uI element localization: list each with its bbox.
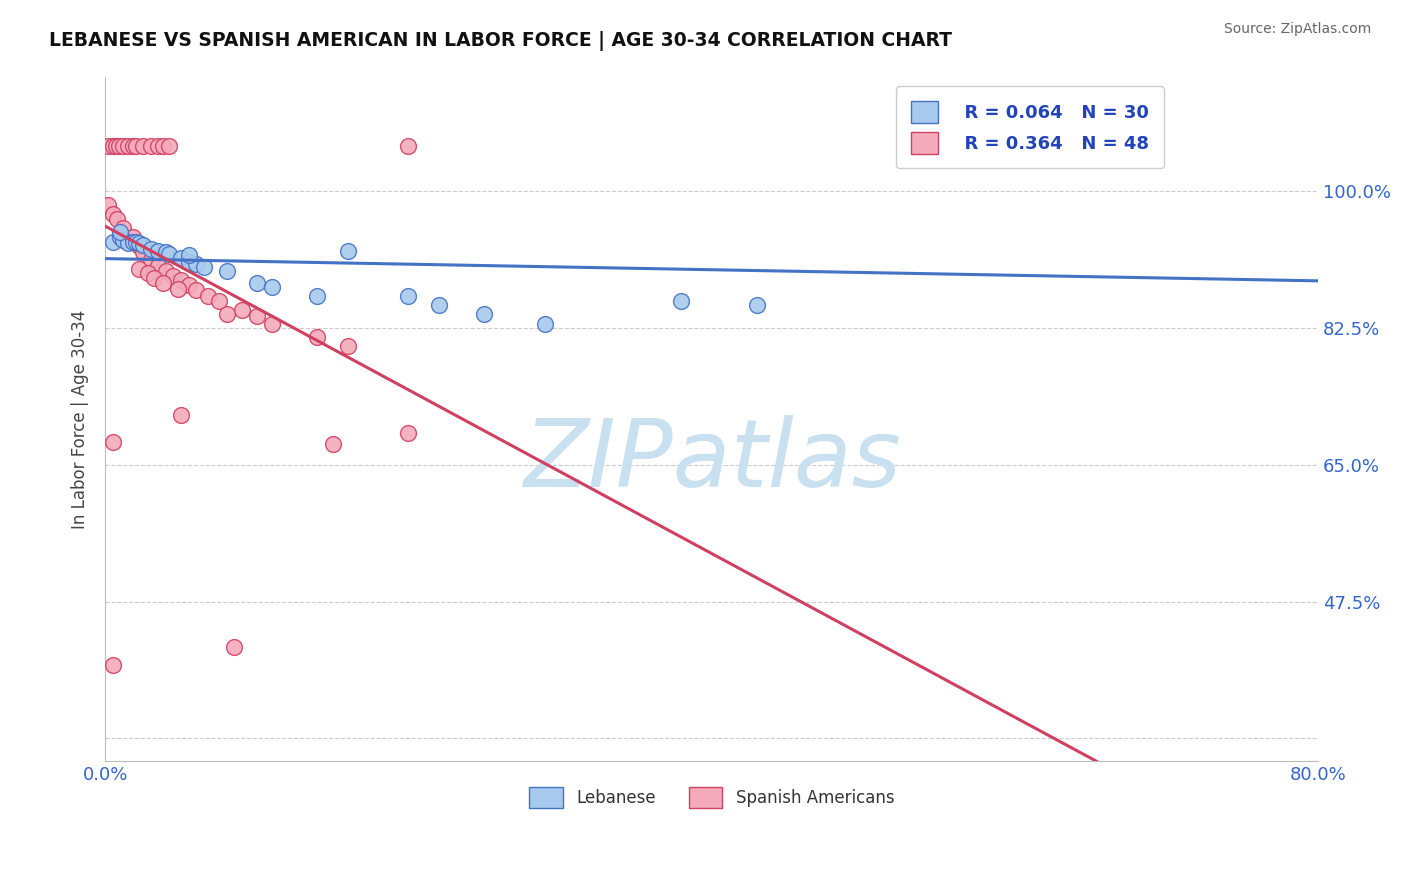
Point: [121, 235, 143, 249]
Legend: Lebanese, Spanish Americans: Lebanese, Spanish Americans: [523, 780, 901, 814]
Point: [170, 251, 193, 265]
Point: [215, 263, 238, 277]
Point: [112, 138, 135, 153]
Point: [307, 330, 329, 344]
Point: [186, 283, 208, 297]
Point: [157, 138, 180, 153]
Point: [132, 238, 155, 252]
Point: [307, 289, 329, 303]
Point: [110, 230, 132, 244]
Point: [121, 230, 143, 244]
Point: [988, 138, 1011, 153]
Point: [193, 260, 215, 274]
Point: [534, 317, 557, 331]
Point: [132, 245, 155, 260]
Point: [177, 278, 200, 293]
Point: [170, 273, 193, 287]
Point: [336, 244, 359, 258]
Point: [222, 640, 245, 654]
Y-axis label: In Labor Force | Age 30-34: In Labor Force | Age 30-34: [72, 310, 89, 529]
Point: [398, 425, 420, 440]
Point: [104, 138, 127, 153]
Point: [215, 308, 238, 322]
Text: ZIPatlas: ZIPatlas: [523, 415, 901, 506]
Point: [148, 138, 170, 153]
Point: [139, 242, 162, 256]
Point: [128, 236, 150, 251]
Point: [336, 339, 359, 353]
Point: [136, 267, 159, 281]
Point: [186, 257, 208, 271]
Point: [124, 235, 146, 249]
Point: [128, 239, 150, 253]
Point: [101, 207, 124, 221]
Point: [117, 236, 139, 251]
Point: [121, 138, 143, 153]
Point: [101, 435, 124, 450]
Point: [155, 245, 177, 260]
Point: [152, 138, 174, 153]
Point: [260, 280, 283, 294]
Point: [105, 211, 128, 226]
Point: [231, 302, 253, 317]
Point: [110, 226, 132, 240]
Point: [101, 138, 124, 153]
Point: [139, 138, 162, 153]
Point: [101, 658, 124, 673]
Point: [128, 261, 150, 276]
Point: [197, 289, 219, 303]
Text: LEBANESE VS SPANISH AMERICAN IN LABOR FORCE | AGE 30-34 CORRELATION CHART: LEBANESE VS SPANISH AMERICAN IN LABOR FO…: [49, 31, 952, 51]
Point: [157, 247, 180, 261]
Point: [167, 282, 190, 296]
Point: [142, 271, 165, 285]
Point: [260, 317, 283, 331]
Point: [427, 298, 450, 312]
Point: [162, 269, 184, 284]
Point: [124, 138, 146, 153]
Point: [246, 310, 269, 324]
Point: [472, 308, 495, 322]
Point: [108, 138, 131, 153]
Point: [112, 220, 135, 235]
Point: [97, 198, 120, 212]
Point: [117, 138, 139, 153]
Point: [155, 263, 177, 277]
Point: [177, 254, 200, 268]
Point: [132, 138, 155, 153]
Text: Source: ZipAtlas.com: Source: ZipAtlas.com: [1223, 22, 1371, 37]
Point: [177, 248, 200, 262]
Point: [747, 298, 769, 312]
Point: [101, 235, 124, 249]
Point: [170, 408, 193, 422]
Point: [148, 244, 170, 258]
Point: [246, 276, 269, 290]
Point: [208, 293, 231, 308]
Point: [112, 233, 135, 247]
Point: [398, 289, 420, 303]
Point: [322, 437, 344, 451]
Point: [671, 293, 693, 308]
Point: [97, 138, 120, 153]
Point: [398, 138, 420, 153]
Point: [152, 276, 174, 290]
Point: [148, 259, 170, 273]
Point: [139, 252, 162, 267]
